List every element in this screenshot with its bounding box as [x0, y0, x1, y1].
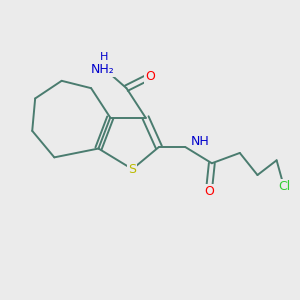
Text: O: O [204, 185, 214, 198]
Text: NH: NH [191, 135, 210, 148]
Text: NH₂: NH₂ [91, 62, 115, 76]
Text: O: O [145, 70, 155, 83]
Text: H: H [100, 52, 109, 62]
Text: S: S [128, 163, 136, 176]
Text: Cl: Cl [278, 180, 290, 193]
